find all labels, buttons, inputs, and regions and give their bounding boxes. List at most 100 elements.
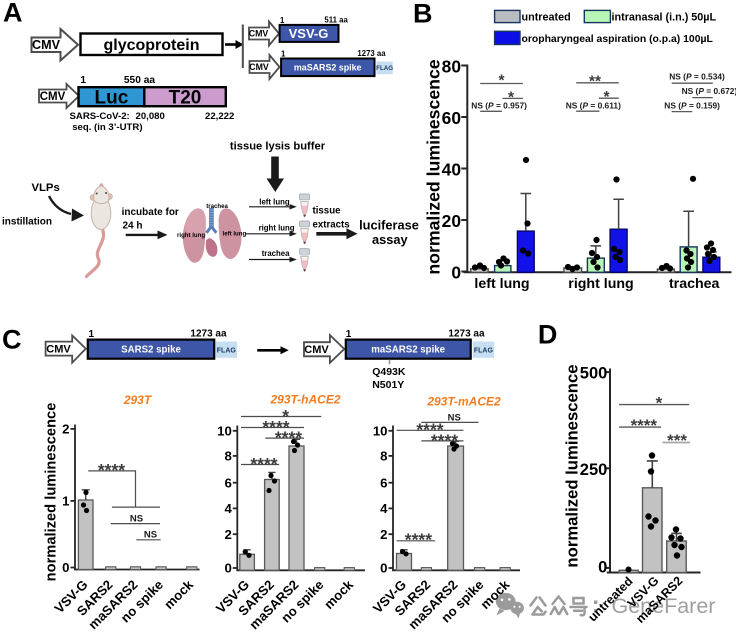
svg-text:1: 1 — [281, 50, 286, 59]
svg-text:C: C — [2, 325, 22, 355]
svg-text:2: 2 — [224, 527, 231, 542]
svg-text:*: * — [656, 394, 663, 413]
svg-text:20,080: 20,080 — [136, 111, 165, 122]
svg-text:293T: 293T — [123, 393, 153, 407]
svg-text:40: 40 — [442, 159, 461, 179]
svg-text:80: 80 — [442, 56, 461, 76]
svg-text:0: 0 — [62, 560, 69, 575]
svg-text:4: 4 — [224, 501, 232, 516]
svg-text:NS: NS — [144, 530, 157, 541]
svg-text:1: 1 — [62, 494, 69, 509]
svg-text:10: 10 — [217, 423, 232, 438]
svg-text:NS: NS — [130, 513, 143, 524]
svg-text:N501Y: N501Y — [372, 379, 404, 391]
svg-text:500: 500 — [580, 365, 608, 383]
svg-text:1: 1 — [346, 329, 352, 340]
svg-text:CMV: CMV — [249, 62, 269, 72]
svg-text:6: 6 — [224, 475, 231, 490]
svg-text:GeneFarer: GeneFarer — [612, 594, 716, 618]
svg-text:Luc: Luc — [95, 88, 129, 109]
svg-text:tissue lysis buffer: tissue lysis buffer — [230, 141, 326, 153]
svg-text:*: * — [498, 73, 505, 90]
svg-text:untreated: untreated — [522, 12, 571, 24]
svg-text:CMV: CMV — [304, 344, 329, 356]
svg-text:right lung: right lung — [568, 276, 633, 292]
svg-text:1: 1 — [80, 75, 86, 86]
svg-text:right lung: right lung — [177, 232, 205, 239]
svg-text:1273 aa: 1273 aa — [190, 329, 227, 340]
svg-text:NS (P = 0.957): NS (P = 0.957) — [471, 101, 527, 111]
svg-text:intranasal (i.n.) 50µL: intranasal (i.n.) 50µL — [612, 12, 717, 24]
svg-text:0: 0 — [598, 558, 607, 576]
svg-text:left lung: left lung — [223, 231, 247, 238]
svg-text:CMV: CMV — [40, 91, 66, 103]
svg-text:assay: assay — [372, 232, 408, 247]
svg-text:****: **** — [98, 460, 125, 480]
svg-text:250: 250 — [580, 461, 608, 479]
svg-text:maSARS2 spike: maSARS2 spike — [294, 63, 362, 73]
svg-text:511 aa: 511 aa — [324, 15, 348, 24]
svg-text:Q493K: Q493K — [372, 366, 406, 378]
svg-text:CMV: CMV — [249, 29, 269, 39]
svg-text:20: 20 — [442, 211, 461, 231]
svg-text:NS (P = 0.159): NS (P = 0.159) — [664, 100, 720, 110]
svg-text:trachea: trachea — [262, 249, 290, 258]
svg-text:seq. (in 3’-UTR): seq. (in 3’-UTR) — [72, 122, 142, 133]
svg-text:oropharyngeal aspiration (o.p.: oropharyngeal aspiration (o.p.a) 100µL — [522, 34, 714, 45]
svg-text:NS (P = 0.611): NS (P = 0.611) — [566, 101, 621, 111]
svg-text:FLAG: FLAG — [474, 347, 494, 354]
svg-text:left lung: left lung — [474, 276, 529, 292]
svg-text:NS (P = 0.534): NS (P = 0.534) — [669, 71, 725, 81]
svg-text:****: **** — [631, 416, 658, 435]
svg-text:extracts: extracts — [313, 219, 350, 230]
svg-text:1273 aa: 1273 aa — [357, 49, 386, 58]
svg-text:incubate for: incubate for — [122, 207, 179, 218]
svg-text:normalized luminescence: normalized luminescence — [44, 403, 60, 582]
svg-text:FLAG: FLAG — [217, 347, 237, 354]
svg-text:SARS-CoV-2:: SARS-CoV-2: — [70, 111, 130, 122]
svg-text:CMV: CMV — [32, 38, 61, 52]
svg-text:maSARS2 spike: maSARS2 spike — [371, 345, 445, 356]
svg-text:2: 2 — [380, 527, 387, 542]
svg-text:****: **** — [250, 454, 277, 474]
svg-text:normalized luminescence: normalized luminescence — [424, 59, 444, 274]
svg-text:luciferase: luciferase — [359, 217, 419, 232]
svg-text:****: **** — [405, 530, 432, 550]
svg-text:293T-hACE2: 293T-hACE2 — [269, 392, 340, 406]
svg-text:T20: T20 — [169, 88, 202, 109]
svg-text:D: D — [538, 319, 558, 349]
svg-text:24 h: 24 h — [123, 220, 143, 231]
svg-text:****: **** — [262, 417, 289, 437]
svg-text:left lung: left lung — [259, 197, 290, 206]
svg-text:CMV: CMV — [46, 344, 71, 356]
svg-text:1: 1 — [280, 16, 285, 25]
svg-text:VLPs: VLPs — [32, 182, 60, 194]
svg-text:60: 60 — [442, 108, 461, 128]
svg-text:2: 2 — [62, 422, 69, 437]
svg-text:0: 0 — [451, 262, 461, 282]
svg-text:0: 0 — [380, 561, 387, 576]
svg-text:tissue: tissue — [313, 206, 342, 217]
svg-text:0: 0 — [224, 561, 231, 576]
svg-text:instillation: instillation — [2, 217, 52, 228]
svg-text:1273 aa: 1273 aa — [448, 329, 485, 340]
svg-text:FLAG: FLAG — [376, 65, 393, 72]
svg-text:8: 8 — [380, 449, 387, 464]
svg-text:****: **** — [431, 430, 458, 450]
svg-text:SARS2 spike: SARS2 spike — [121, 345, 181, 356]
svg-text:****: **** — [275, 428, 302, 448]
svg-text:VSV-G: VSV-G — [289, 26, 329, 41]
svg-text:4: 4 — [380, 501, 388, 516]
svg-text:glycoprotein: glycoprotein — [103, 37, 199, 54]
svg-text:***: *** — [667, 431, 687, 450]
svg-text:NS (P = 0.672): NS (P = 0.672) — [682, 86, 736, 96]
svg-text:6: 6 — [380, 475, 387, 490]
svg-text:A: A — [3, 0, 23, 28]
svg-text:B: B — [413, 0, 433, 29]
svg-text:22,222: 22,222 — [205, 111, 234, 122]
svg-text:right lung: right lung — [259, 224, 295, 233]
svg-text:*: * — [282, 406, 289, 426]
svg-text:10: 10 — [373, 423, 388, 438]
svg-text:*: * — [508, 90, 515, 107]
svg-text:****: **** — [416, 419, 443, 439]
